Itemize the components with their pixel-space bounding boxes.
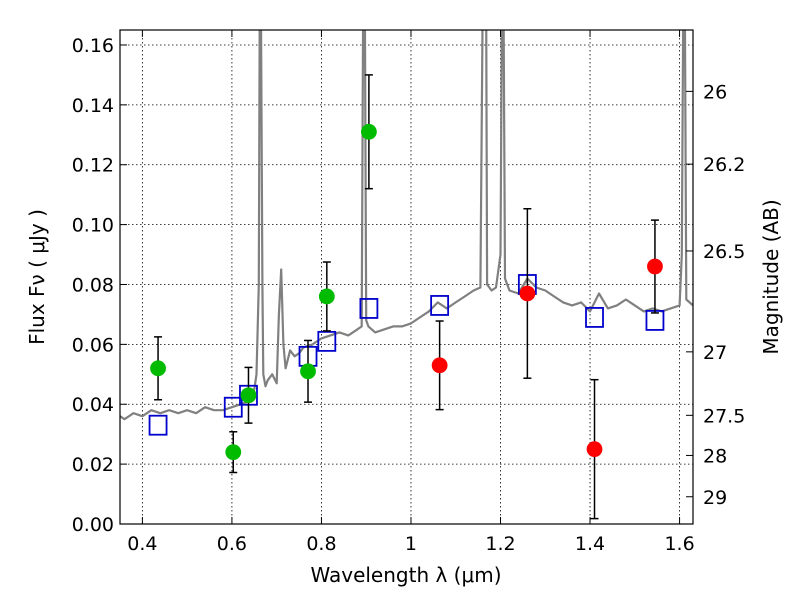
x-axis-title: Wavelength λ (μm) [310,563,501,587]
y2-tick-label: 26.5 [703,241,745,263]
y2-tick-label: 28 [703,445,727,467]
y2-tick-label: 27.5 [703,405,745,427]
y-tick-label: 0.06 [72,334,114,356]
axis-ticks: 0.4 0.6 0.8 1 1.2 1.4 1.6 0.00 0.02 0.04 0.06 0.08 0… [72,30,745,555]
model-square-marker [223,396,243,418]
y-tick-label: 0.10 [72,215,114,237]
data-point [360,123,377,140]
data-point [225,444,242,461]
data-point [519,285,536,302]
y2-tick-label: 26 [703,81,727,103]
x-tick-label: 0.4 [127,533,157,555]
x-tick-label: 1.4 [575,533,605,555]
x-tick-label: 1 [405,533,417,555]
y-tick-label: 0.14 [72,95,114,117]
y-axis-title: Flux Fν ( μJy ) [25,209,49,345]
x-tick-label: 0.8 [306,533,336,555]
model-square-marker [585,307,604,328]
plot-frame [119,29,694,525]
y-tick-label: 0.12 [72,155,114,177]
x-tick-label: 0.6 [217,533,247,555]
y-tick-label: 0.08 [72,274,114,296]
data-point [586,441,603,458]
model-square-marker [148,414,168,436]
data-point [318,288,335,305]
y-tick-label: 0.02 [72,454,114,476]
data-point [150,360,166,377]
x-tick-label: 1.6 [664,533,694,555]
data-point [300,363,316,380]
data-point [431,357,448,374]
model-square-marker [317,330,337,352]
data-point [240,387,257,404]
y2-tick-label: 27 [703,342,727,364]
y-tick-label: 0.04 [72,394,114,416]
model-square-marker [359,298,379,319]
y2-tick-label: 29 [703,487,727,509]
y-tick-label: 0.00 [72,514,114,536]
y2-axis-title: Magnitude (AB) [759,199,783,354]
model-square-marker [430,295,450,316]
data-point [647,258,663,275]
x-tick-label: 1.2 [485,533,515,555]
y2-tick-label: 26.2 [703,154,745,176]
plot-series [120,30,693,520]
y-tick-label: 0.16 [72,35,114,57]
